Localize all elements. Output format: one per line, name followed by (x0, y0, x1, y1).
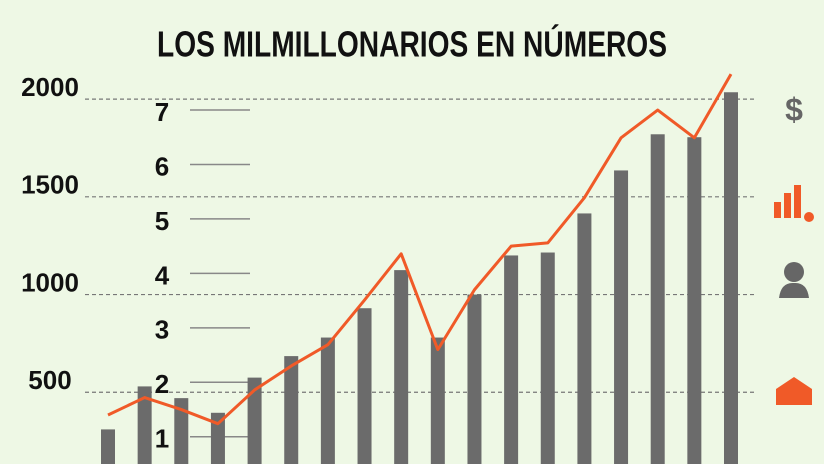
bar (357, 308, 372, 464)
person-icon (779, 262, 809, 298)
bar (467, 294, 482, 464)
bar (614, 170, 629, 464)
bar (577, 213, 592, 464)
y-tick-label: 1500 (21, 170, 79, 200)
chart-title: LOS MILMILLONARIOS EN NÚMEROS (157, 23, 667, 65)
bar (394, 270, 409, 464)
y-tick-label: 2000 (21, 72, 79, 102)
bar (724, 92, 738, 464)
bars-icon (774, 185, 814, 222)
y2-tick-label: 3 (155, 315, 169, 345)
y2-tick-label: 2 (155, 369, 169, 399)
y2-tick-label: 1 (155, 424, 169, 454)
bank-icon (776, 377, 812, 405)
bar (284, 356, 299, 464)
line (107, 73, 733, 426)
bar (504, 255, 519, 464)
y-tick-label: 1000 (21, 267, 79, 297)
y2-tick-label: 5 (155, 206, 169, 236)
y2-tick-label: 6 (155, 151, 169, 181)
bar (540, 252, 555, 464)
bar (650, 134, 665, 464)
bar (247, 377, 262, 464)
dollar-icon: $ (785, 91, 803, 127)
y2-tick-label: 7 (155, 97, 169, 127)
bar (430, 337, 445, 464)
bar (320, 337, 335, 464)
bar (137, 386, 152, 464)
y2-tick-label: 4 (155, 260, 170, 290)
bar (101, 429, 115, 464)
bar (210, 412, 225, 464)
bar (174, 398, 189, 464)
bar (687, 137, 702, 464)
y-tick-label: 500 (28, 365, 71, 395)
